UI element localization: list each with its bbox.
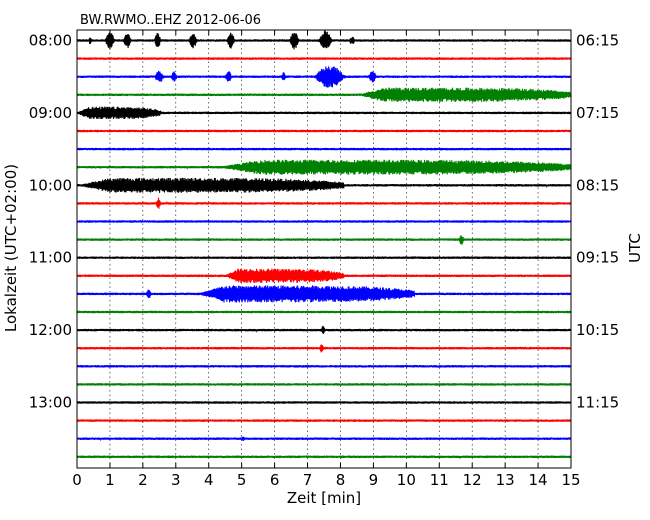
seismogram-trace-23 <box>76 455 572 460</box>
x-tick-label: 5 <box>237 471 247 489</box>
seismogram-trace-10 <box>76 220 572 223</box>
seismogram-trace-11 <box>76 235 572 245</box>
seismogram-trace-20 <box>76 401 572 404</box>
seismogram-trace-17 <box>76 344 572 353</box>
x-tick-label: 10 <box>397 471 416 489</box>
x-tick-label: 15 <box>561 471 580 489</box>
y-tick-label-right: 06:15 <box>576 32 619 50</box>
seismogram-trace-14 <box>76 285 572 303</box>
y-axis-label-left: Lokalzeit (UTC+02:00) <box>2 164 20 332</box>
x-tick-label: 8 <box>336 471 346 489</box>
x-tick-label: 7 <box>303 471 313 489</box>
x-tick-label: 2 <box>138 471 148 489</box>
seismogram-traces <box>76 30 572 460</box>
y-tick-label-right: 10:15 <box>576 321 619 339</box>
y-tick-label-right: 08:15 <box>576 176 619 194</box>
plot-frame <box>76 29 572 469</box>
y-axis-label-right: UTC <box>626 233 644 263</box>
y-tick-label-right: 11:15 <box>576 394 619 412</box>
seismogram-trace-15 <box>76 310 572 314</box>
y-tick-label-left: 09:00 <box>29 104 72 122</box>
seismogram-trace-6 <box>76 147 572 151</box>
y-tick-label-left: 12:00 <box>29 321 72 339</box>
x-tick-label: 1 <box>105 471 115 489</box>
y-tick-label-left: 08:00 <box>29 32 72 50</box>
seismogram-trace-7 <box>76 159 572 175</box>
seismogram-trace-1 <box>76 57 572 60</box>
x-tick-label: 4 <box>204 471 214 489</box>
x-tick-label: 12 <box>463 471 482 489</box>
y-tick-label-left: 11:00 <box>29 249 72 267</box>
seismogram-trace-0 <box>76 30 572 50</box>
seismogram-trace-19 <box>76 383 572 386</box>
x-axis-label: Zeit [min] <box>287 489 361 507</box>
x-tick-label: 0 <box>72 471 82 489</box>
y-tick-label-left: 13:00 <box>29 394 72 412</box>
x-tick-label: 11 <box>430 471 449 489</box>
seismogram-trace-12 <box>76 256 572 260</box>
x-tick-label: 6 <box>270 471 280 489</box>
seismogram-trace-4 <box>76 106 572 120</box>
axes: 0 1 2 3 4 5 6 7 8 9 10 11 12 13 14 1508:0009:0010:0011:… <box>29 30 619 489</box>
seismogram-trace-8 <box>76 177 572 193</box>
seismogram-trace-13 <box>76 268 572 283</box>
x-tick-label: 14 <box>529 471 548 489</box>
x-tick-label: 3 <box>171 471 181 489</box>
seismogram-trace-2 <box>76 66 572 88</box>
y-tick-label-right: 09:15 <box>576 249 619 267</box>
y-tick-label-right: 07:15 <box>576 104 619 122</box>
seismogram-trace-18 <box>76 365 572 368</box>
chart-title: BW.RWMO..EHZ 2012-06-06 <box>80 13 261 28</box>
x-gridlines <box>109 30 539 468</box>
seismogram-trace-22 <box>76 436 572 442</box>
x-tick-label: 13 <box>496 471 515 489</box>
seismogram-trace-21 <box>76 419 572 422</box>
seismogram-trace-9 <box>76 197 572 209</box>
x-tick-label: 9 <box>369 471 379 489</box>
seismogram-trace-5 <box>76 129 572 133</box>
y-tick-label-left: 10:00 <box>29 176 72 194</box>
seismogram-trace-3 <box>76 87 572 102</box>
seismogram-trace-16 <box>76 325 572 335</box>
